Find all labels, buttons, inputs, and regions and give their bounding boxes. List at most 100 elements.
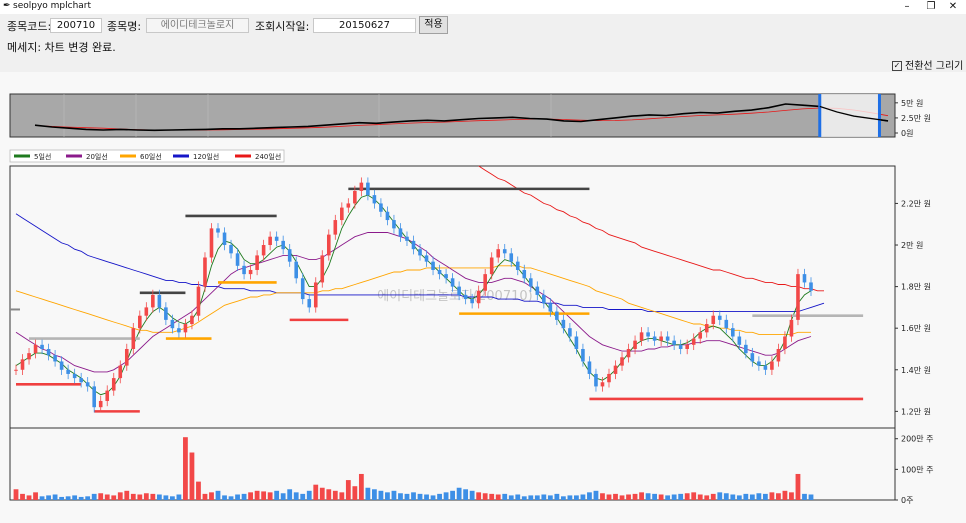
volume-bar [104,494,110,500]
candle-body [639,332,644,341]
candle-body [548,303,553,312]
price-frame [9,165,896,429]
candle-body [607,373,611,383]
candle-body [535,286,540,295]
candle-body [476,290,481,304]
candle-body [359,182,364,191]
candle-body [724,319,729,329]
price-ytick-label: 1.4만 원 [901,366,931,375]
price-ytick-label: 2만 원 [901,241,923,250]
candle-body [157,294,162,308]
candle-body [59,361,64,370]
checkbox-box[interactable]: ✓ [892,61,902,71]
candle-body [242,265,246,275]
window-title: seolpyo mplchart [13,1,92,11]
candle-body [248,269,253,275]
volume-bar [293,492,299,500]
candle-body [704,324,709,333]
volume-bar [430,495,436,500]
volume-bar [697,494,703,500]
candle-body [750,353,755,362]
volume-bar [352,486,358,500]
legend-label-1: 20일선 [86,152,108,161]
legend-label-4: 240일선 [255,152,281,161]
candle-body [392,220,396,229]
volume-bar [789,492,794,500]
candle-body [809,282,813,291]
legend: 5일선 20일선 60일선 120일선 240일선 [9,149,285,163]
candle-body [144,307,149,316]
price-ytick-label: 1.2만 원 [901,407,931,416]
volume-bar [26,495,32,500]
volume-bar [665,495,671,500]
apply-button[interactable]: 적용 [419,16,448,34]
candle-body [802,274,807,283]
candle-body [796,274,800,320]
candle-body [222,232,227,246]
candle-body [66,369,70,374]
volume-bar [776,493,781,500]
candle-body [587,361,592,374]
volume-ytick-label: 100만 주 [901,465,934,474]
volume-bar [59,496,65,500]
candle-body [685,344,689,349]
volume-bar [378,490,384,500]
candle-body [502,249,507,254]
candle-body [229,245,233,254]
volume-bar [456,487,462,500]
volume-bar [372,489,377,500]
ma240-line [478,165,824,292]
candle-body [138,315,142,329]
price-panel[interactable]: 2.2만 원 2만 원 1.8만 원 1.6만 원 1.4만 원 1.2만 원 에이디테크놀… [9,165,931,429]
candle-body [411,240,416,250]
volume-bar [587,492,592,500]
candle-body [528,278,533,287]
overview-panel[interactable]: 5만 원 2.5만 원 0원 [9,93,931,138]
volume-bar [736,495,742,500]
candle-body [522,269,527,279]
candle-body [600,382,605,387]
volume-bar [626,494,631,500]
volume-bar [326,489,332,500]
volume-bar [476,492,482,500]
candle-body [14,369,18,371]
candle-body [333,220,338,235]
candle-body [85,382,90,387]
candle-body [177,328,181,333]
candle-body [626,348,631,358]
start-date-input[interactable]: 20150627 [313,18,416,33]
candle-body [379,203,383,212]
ma-checkbox[interactable]: ✓ 전환선 그리기 [892,57,963,72]
volume-bar [215,490,221,500]
candle-body [398,228,403,237]
volume-frame [9,427,896,501]
candle-body [613,365,618,374]
candle-body [79,378,83,383]
volume-bar [502,493,508,500]
candle-body [346,203,351,208]
candle-body [385,211,390,221]
candle-body [92,386,96,408]
candle-body [27,353,31,360]
code-input[interactable]: 200710 [50,18,102,33]
volume-bar [150,493,156,500]
candle-body [405,236,409,241]
volume-bar [658,494,664,500]
volume-bar [209,492,214,500]
close-button[interactable]: ✕ [948,1,958,12]
candle-body [757,361,761,366]
volume-bar [619,495,625,500]
minimize-button[interactable]: – [904,1,910,12]
restore-button[interactable]: ❐ [926,1,936,12]
volume-ytick-label: 200만 주 [901,435,934,444]
candle-body [111,378,116,391]
candle-body [646,332,650,337]
candle-body [418,249,422,256]
ma60-line [15,265,811,335]
volume-bar [163,495,169,500]
volume-bar [450,490,455,500]
candle-body [555,311,559,320]
volume-bar [600,493,605,500]
volume-bar [306,490,312,500]
